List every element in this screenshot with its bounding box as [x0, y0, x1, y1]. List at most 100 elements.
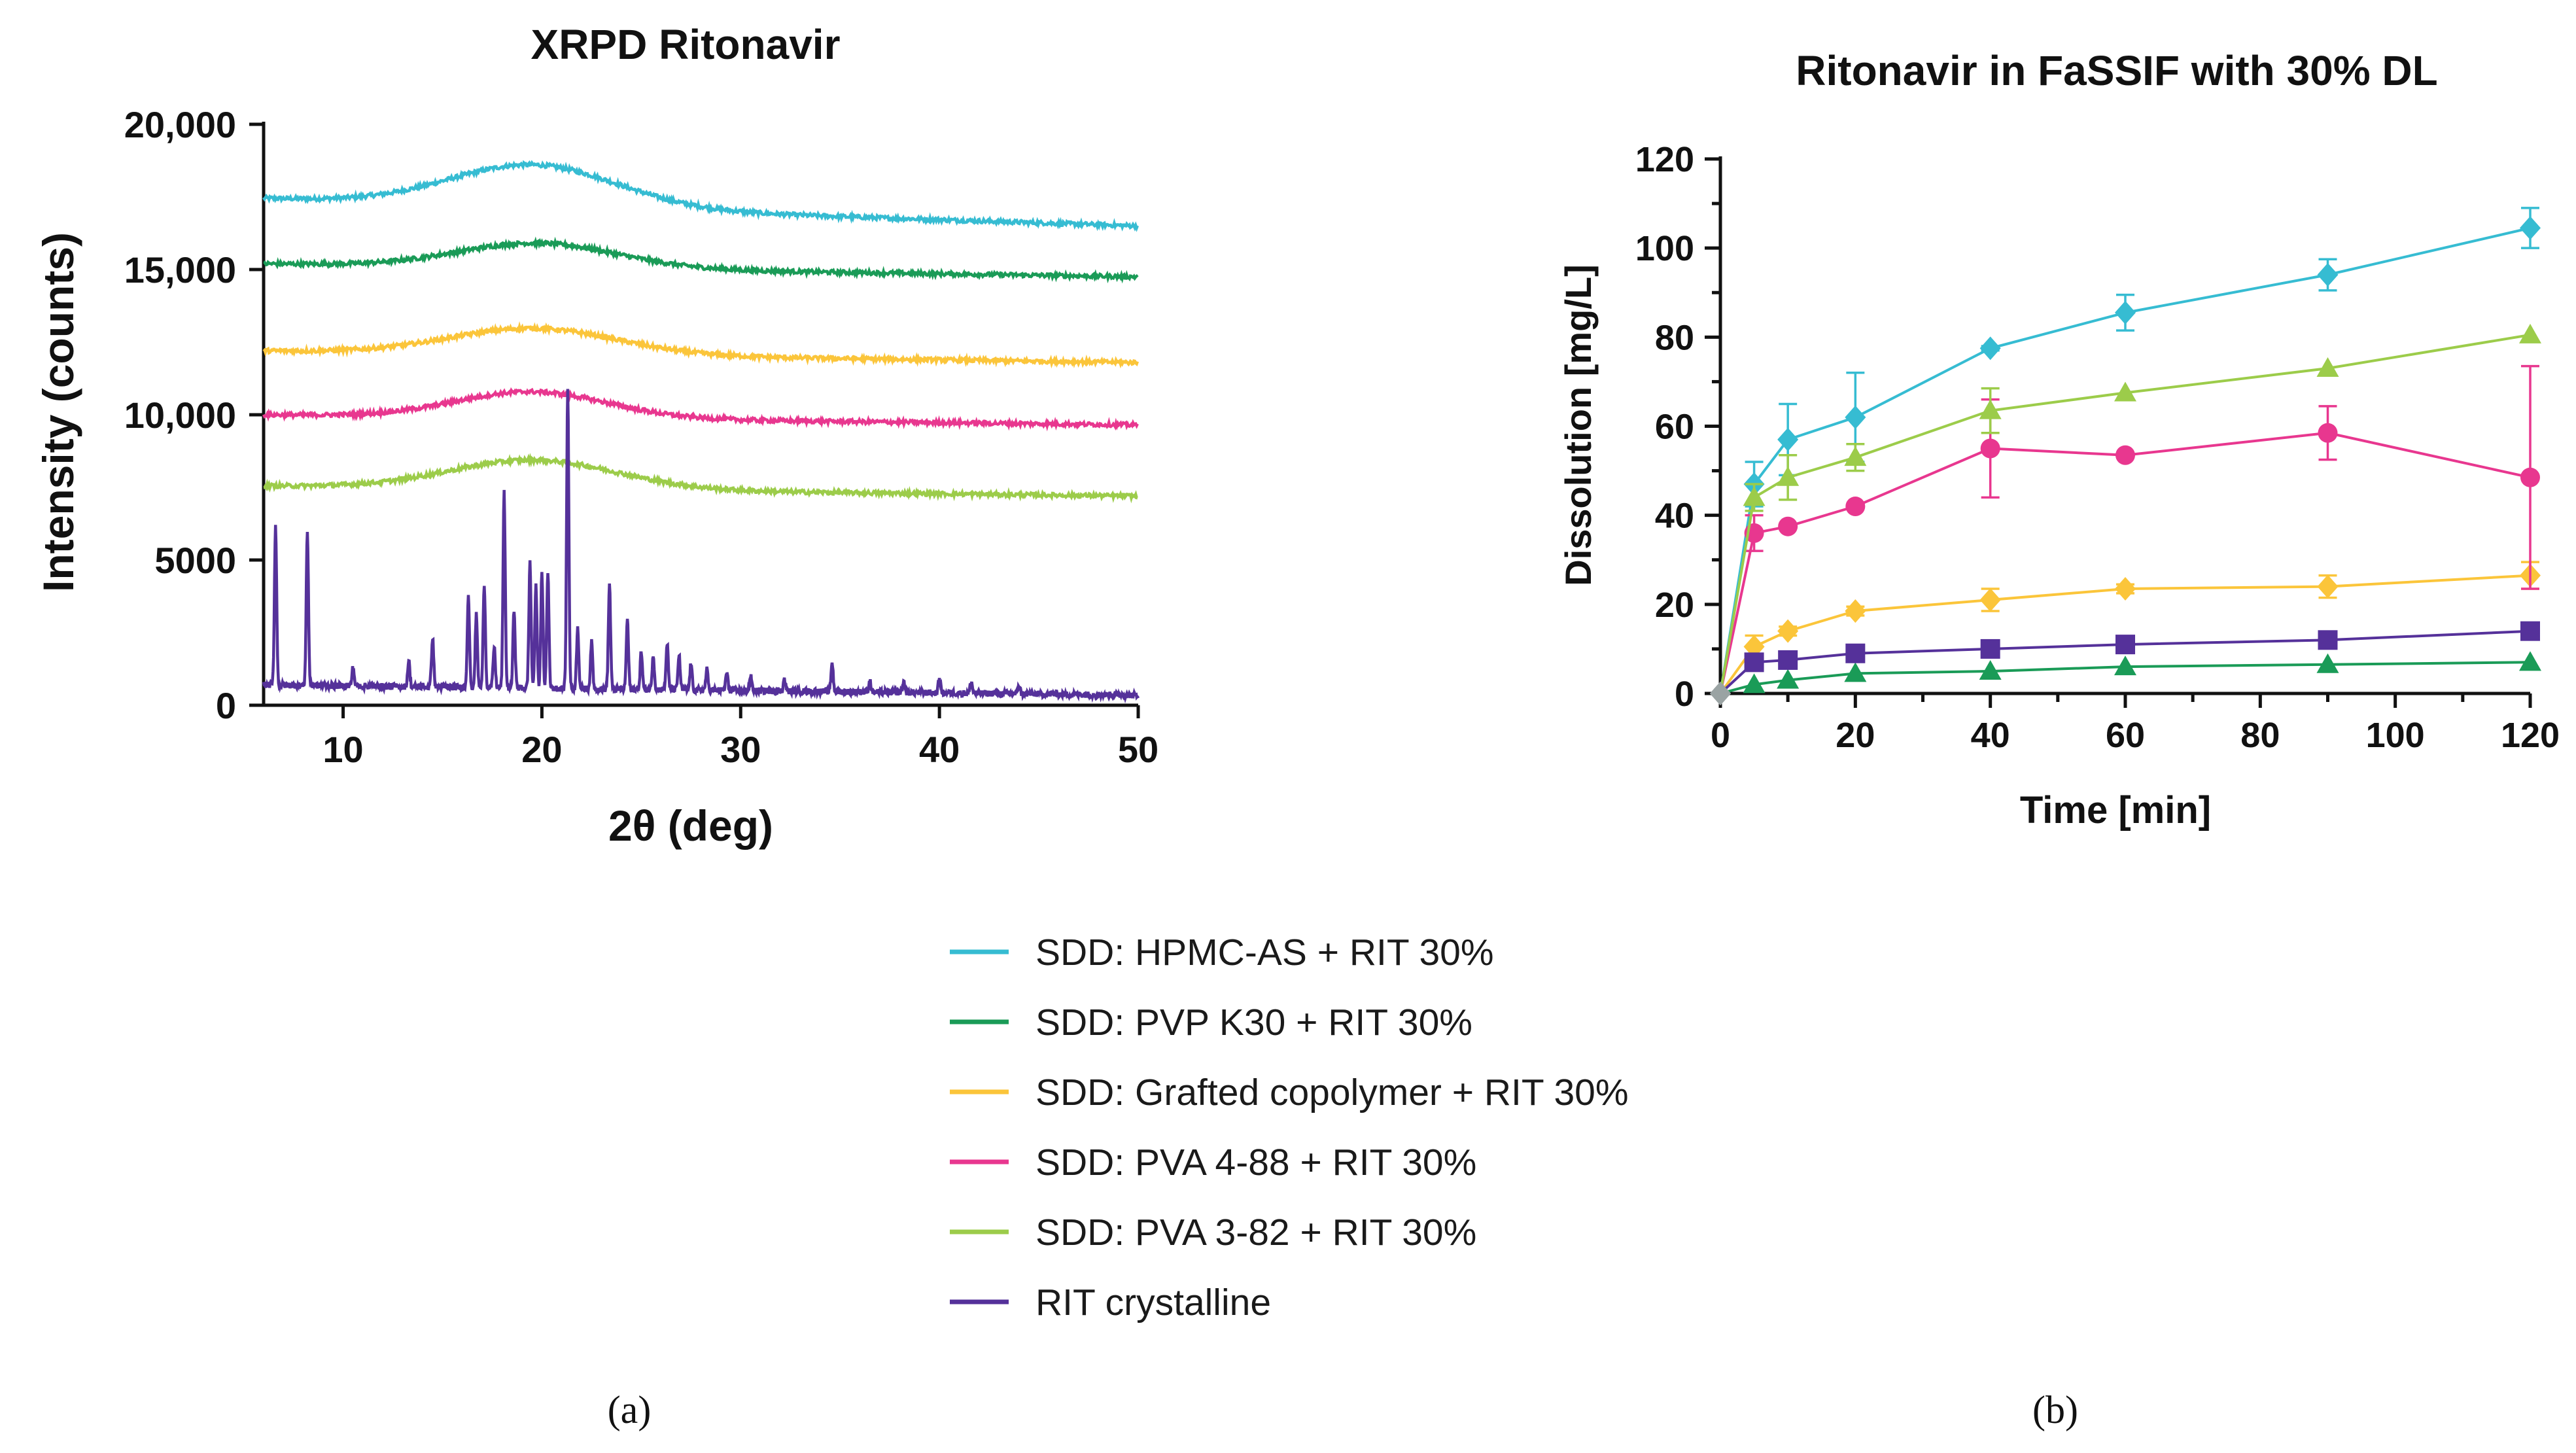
xrpd-x-tick-label: 30 — [720, 729, 761, 770]
dissolution-y-tick-label: 0 — [1675, 674, 1694, 714]
dissolution-x-axis-label: Time [min] — [2020, 789, 2211, 832]
xrpd-y-tick-label: 20,000 — [124, 104, 236, 145]
legend-item: SDD: PVA 3-82 + RIT 30% — [950, 1212, 1476, 1253]
data-point-circle — [2520, 467, 2540, 487]
dissolution-x-tick-label: 80 — [2240, 716, 2280, 755]
data-point-diamond — [2115, 577, 2136, 601]
data-point-diamond — [1979, 588, 2001, 612]
dissolution-x-tick-label: 60 — [2106, 716, 2145, 755]
xrpd-trace — [262, 387, 1139, 432]
data-point-square — [1845, 643, 1866, 663]
legend: SDD: HPMC-AS + RIT 30% SDD: PVP K30 + RIT… — [950, 932, 1629, 1323]
data-point-circle — [2115, 445, 2135, 465]
xrpd-trace-crystalline — [262, 389, 1140, 704]
data-point-triangle — [1844, 662, 1867, 682]
dissolution-x-tick-label: 40 — [1971, 716, 2010, 755]
dissolution-title: Ritonavir in FaSSIF with 30% DL — [1796, 47, 2437, 94]
legend-label: SDD: Grafted copolymer + RIT 30% — [1036, 1072, 1629, 1113]
dissolution-x-tick-label: 20 — [1836, 716, 1875, 755]
dissolution-y-tick-label: 120 — [1635, 140, 1694, 179]
xrpd-chart: XRPD Ritonavir 0 5000 10,000 15,000 20,000 10… — [34, 21, 1158, 850]
legend-item: SDD: PVA 4-88 + RIT 30% — [950, 1142, 1476, 1183]
series-line — [1719, 333, 2531, 694]
dissolution-plot-area — [1710, 207, 2541, 705]
xrpd-x-tick-label: 40 — [919, 729, 960, 770]
data-point-diamond — [2317, 574, 2339, 599]
xrpd-x-axis-label: 2θ (deg) — [608, 801, 773, 850]
data-point-diamond — [2115, 300, 2136, 324]
data-point-square — [2115, 635, 2135, 655]
data-point-triangle — [2114, 656, 2136, 676]
legend-label: SDD: PVA 3-82 + RIT 30% — [1036, 1212, 1476, 1253]
data-point-diamond — [2317, 263, 2339, 287]
data-point-triangle — [1777, 466, 1800, 486]
data-point-square — [1744, 652, 1764, 673]
data-point-square — [2318, 630, 2338, 650]
dissolution-x-tick-label: 100 — [2366, 716, 2425, 755]
data-point-triangle — [2316, 653, 2339, 673]
xrpd-trace — [262, 160, 1140, 232]
data-point-triangle — [2316, 357, 2339, 377]
xrpd-x-tick-label: 10 — [322, 729, 363, 770]
legend-label: SDD: PVA 4-88 + RIT 30% — [1036, 1142, 1476, 1183]
data-point-triangle — [1979, 659, 2002, 680]
xrpd-axes: 0 5000 10,000 15,000 20,000 10 20 30 40 50 — [124, 104, 1158, 770]
xrpd-x-tick-label: 20 — [521, 729, 562, 770]
dissolution-y-axis-label: Dissolution [mg/L] — [1558, 264, 1599, 586]
dissolution-x-tick-label: 0 — [1711, 716, 1730, 755]
xrpd-y-tick-label: 0 — [216, 685, 236, 726]
xrpd-plot-area — [262, 160, 1140, 704]
xrpd-title: XRPD Ritonavir — [531, 21, 841, 68]
data-point-circle — [1980, 438, 2000, 459]
data-point-triangle — [2519, 323, 2541, 343]
data-point-circle — [2318, 423, 2338, 443]
legend-label: SDD: PVP K30 + RIT 30% — [1036, 1002, 1472, 1043]
data-point-diamond — [1845, 405, 1866, 429]
data-point-triangle — [1743, 673, 1766, 693]
legend-item: SDD: Grafted copolymer + RIT 30% — [950, 1072, 1629, 1113]
data-point-circle — [1845, 497, 1866, 517]
xrpd-trace — [262, 321, 1140, 369]
caption-b: (b) — [2032, 1388, 2078, 1431]
data-point-square — [2520, 621, 2540, 641]
dissolution-series — [1710, 621, 2540, 705]
data-point-square — [1778, 650, 1798, 670]
data-point-triangle — [1777, 669, 1800, 689]
xrpd-y-axis-label: Intensity (counts) — [34, 232, 82, 592]
dissolution-x-tick-label: 120 — [2501, 716, 2560, 755]
data-point-triangle — [1743, 486, 1766, 506]
dissolution-chart: Ritonavir in FaSSIF with 30% DL 0 20 40 60 8… — [1558, 47, 2560, 832]
caption-a: (a) — [608, 1388, 652, 1431]
xrpd-y-tick-label: 10,000 — [124, 394, 236, 436]
xrpd-y-tick-label: 5000 — [154, 540, 236, 581]
data-point-circle — [1778, 516, 1798, 536]
xrpd-y-tick-label: 15,000 — [124, 249, 236, 290]
data-point-diamond — [1710, 682, 1731, 705]
dissolution-y-tick-label: 60 — [1655, 408, 1694, 447]
legend-item: SDD: PVP K30 + RIT 30% — [950, 1002, 1472, 1043]
dissolution-y-tick-label: 40 — [1655, 497, 1694, 536]
data-point-diamond — [1845, 599, 1866, 623]
dissolution-y-tick-label: 20 — [1655, 586, 1694, 625]
legend-item: SDD: HPMC-AS + RIT 30% — [950, 932, 1494, 973]
data-point-diamond — [1777, 427, 1799, 451]
data-point-triangle — [1844, 446, 1867, 466]
dissolution-y-tick-label: 100 — [1635, 229, 1694, 268]
data-point-square — [1980, 639, 2000, 659]
data-point-triangle — [2114, 381, 2136, 402]
data-point-triangle — [1979, 399, 2002, 419]
dissolution-y-tick-label: 80 — [1655, 318, 1694, 357]
data-point-diamond — [1979, 336, 2001, 360]
legend-label: SDD: HPMC-AS + RIT 30% — [1036, 932, 1494, 973]
xrpd-trace — [263, 453, 1138, 504]
dissolution-series — [1710, 207, 2541, 705]
data-point-diamond — [1777, 619, 1799, 643]
legend-item: RIT crystalline — [950, 1282, 1271, 1323]
xrpd-trace — [263, 236, 1139, 284]
xrpd-x-tick-label: 50 — [1118, 729, 1158, 770]
series-line — [1719, 226, 2531, 694]
data-point-diamond — [2520, 216, 2541, 240]
data-point-triangle — [2519, 651, 2541, 671]
dissolution-axes: 0 20 40 60 80 100 120 0 20 40 60 80 100 120 — [1635, 140, 2560, 755]
